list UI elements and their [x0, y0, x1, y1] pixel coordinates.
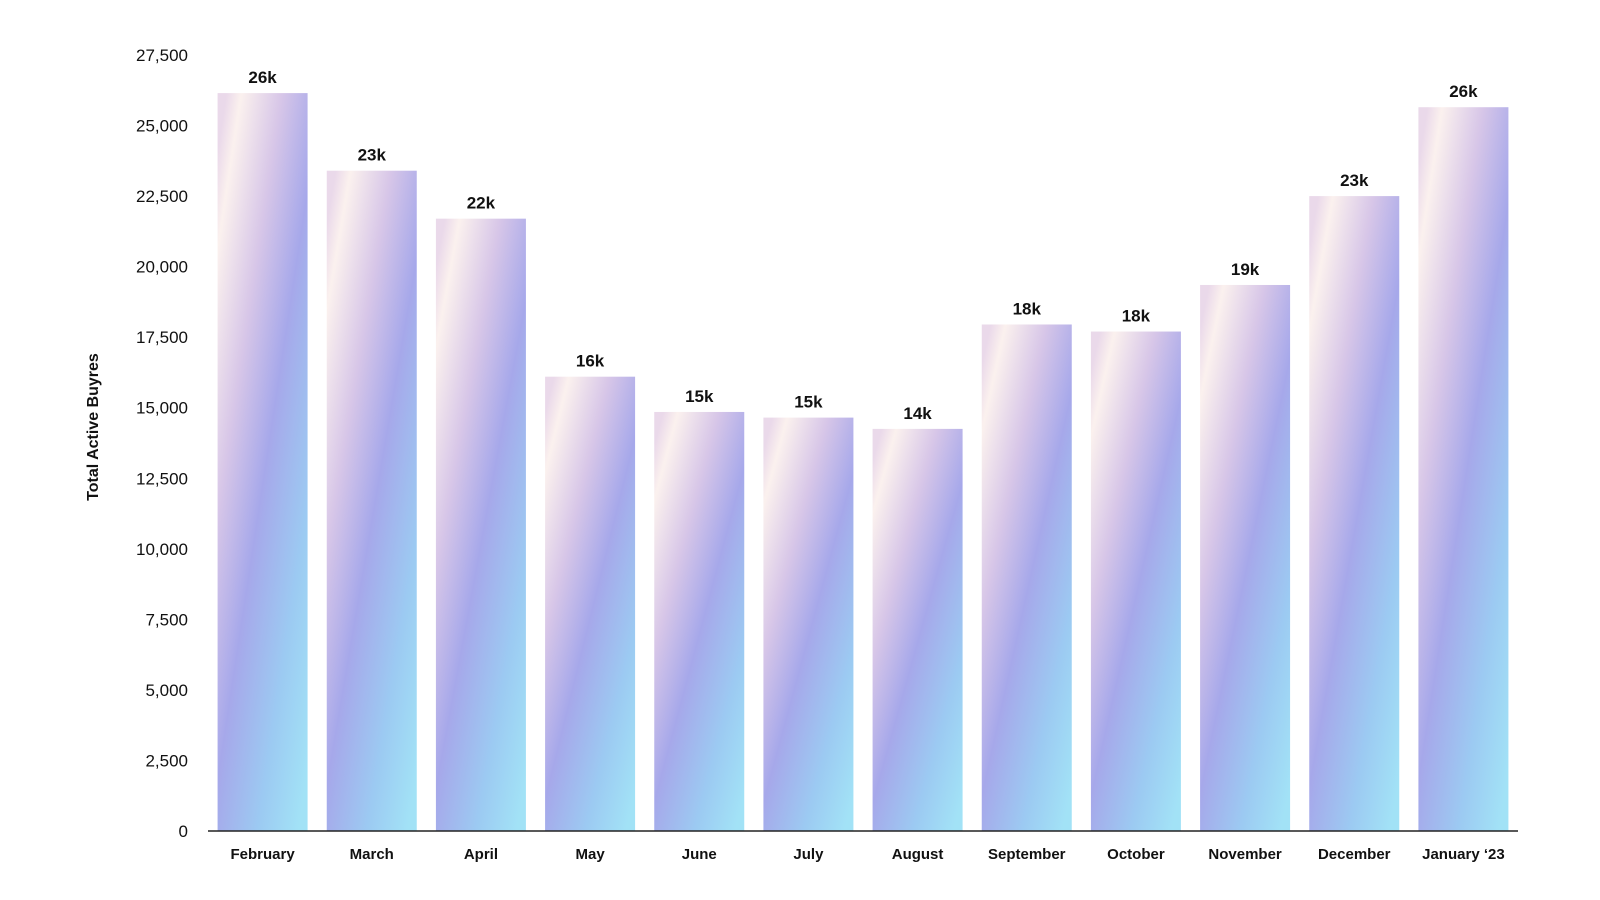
bar: [1418, 107, 1509, 832]
x-tick-label: October: [1107, 846, 1165, 863]
data-labels: 26k 23k 22k 16k 15k 15k 14k 18k 18k 19k 23k 26k: [248, 68, 1478, 423]
bar: [654, 411, 745, 831]
y-tick-label: 27,500: [136, 46, 188, 65]
y-axis-ticks: 0 2,500 5,000 7,500 10,000 12,500 15,000 17,500…: [136, 46, 188, 841]
x-tick-label: July: [793, 846, 824, 863]
bar-value-label: 15k: [685, 387, 714, 406]
x-tick-label: September: [988, 846, 1066, 863]
y-tick-label: 17,500: [136, 328, 188, 347]
bar-value-label: 15k: [794, 393, 823, 412]
x-tick-label: December: [1318, 846, 1391, 863]
bar-value-label: 18k: [1013, 299, 1042, 318]
bar: [1090, 331, 1181, 831]
x-tick-label: April: [464, 846, 498, 863]
bar-value-label: 14k: [903, 404, 932, 423]
bars: [217, 93, 1509, 832]
x-tick-label: February: [230, 846, 295, 863]
y-tick-label: 7,500: [145, 610, 188, 629]
bar: [981, 324, 1072, 831]
y-tick-label: 0: [179, 822, 188, 841]
bar: [872, 428, 963, 831]
x-axis-labels: February March April May June July August Septe…: [230, 846, 1504, 863]
y-tick-label: 10,000: [136, 540, 188, 559]
y-tick-label: 25,000: [136, 117, 188, 136]
bar: [1309, 196, 1400, 831]
x-tick-label: November: [1208, 846, 1282, 863]
y-axis-title-group: Total Active Buyres: [85, 353, 102, 501]
y-tick-label: 5,000: [145, 681, 188, 700]
bar: [545, 376, 636, 831]
x-tick-label: August: [892, 846, 944, 863]
x-tick-label: March: [350, 846, 394, 863]
bar: [435, 218, 526, 831]
bar-value-label: 22k: [467, 194, 496, 213]
bar: [1200, 284, 1291, 832]
y-tick-label: 20,000: [136, 258, 188, 277]
bar-value-label: 23k: [358, 146, 387, 165]
bar: [326, 170, 417, 831]
bar-value-label: 26k: [1449, 82, 1478, 101]
y-tick-label: 12,500: [136, 469, 188, 488]
x-tick-label: June: [682, 846, 717, 863]
bar-value-label: 23k: [1340, 171, 1369, 190]
y-axis-title: Total Active Buyres: [85, 353, 102, 501]
bar-value-label: 18k: [1122, 307, 1151, 326]
bar-value-label: 16k: [576, 352, 605, 371]
y-tick-label: 22,500: [136, 187, 188, 206]
bar-value-label: 26k: [248, 68, 277, 87]
y-tick-label: 2,500: [145, 751, 188, 770]
bar: [217, 93, 308, 831]
x-tick-label: January ‘23: [1422, 846, 1505, 863]
bar-value-label: 19k: [1231, 260, 1260, 279]
x-tick-label: May: [575, 846, 605, 863]
bar: [763, 417, 854, 831]
y-tick-label: 15,000: [136, 399, 188, 418]
